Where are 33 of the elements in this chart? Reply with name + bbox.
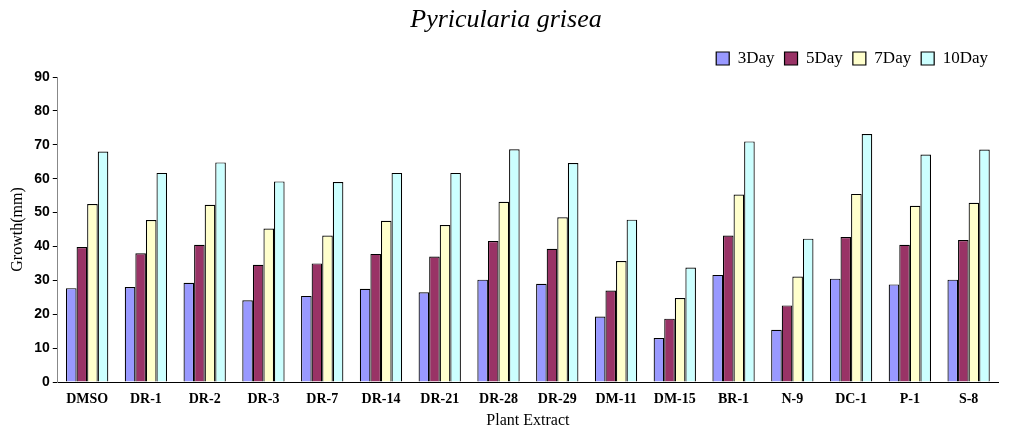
legend-label: 3Day	[737, 47, 776, 67]
x-tick-label: DR-3	[247, 391, 280, 407]
y-tick-label: 30	[34, 271, 50, 288]
x-tick-label: DR-7	[306, 391, 339, 407]
x-axis-title: Plant Extract	[486, 410, 570, 428]
x-tick-label: DR-2	[188, 391, 221, 407]
x-tick-label: DC-1	[835, 391, 868, 407]
y-tick-label: 80	[34, 101, 50, 118]
x-tick-label: BR-1	[718, 391, 750, 407]
x-tick-label: S-8	[958, 391, 979, 407]
y-tick-label: 20	[34, 305, 50, 322]
x-tick-label: P-1	[899, 391, 920, 407]
y-tick-label: 10	[34, 338, 50, 355]
x-tick-label: DR-28	[479, 391, 518, 407]
x-tick-label: DMSO	[66, 391, 109, 407]
y-tick-label: 50	[34, 203, 50, 220]
y-tick-label: 40	[34, 237, 50, 254]
y-tick-label: 0	[41, 372, 50, 389]
legend-label: 10Day	[942, 47, 989, 67]
y-tick-label: 60	[34, 169, 50, 186]
x-tick-label: DR-14	[361, 391, 401, 407]
chart-title: Pyricularia grisea	[409, 4, 603, 34]
x-tick-label: DM-11	[595, 391, 637, 407]
y-tick-label: 90	[34, 67, 50, 84]
x-tick-label: DM-15	[653, 391, 696, 407]
x-tick-label: DR-29	[537, 391, 577, 407]
x-tick-label: N-9	[781, 391, 804, 407]
y-tick-label: 70	[34, 135, 50, 152]
x-tick-label: DR-21	[420, 391, 460, 407]
y-axis-title: Growth(mm)	[7, 187, 26, 272]
legend-label: 7Day	[874, 47, 912, 67]
x-tick-label: DR-1	[129, 391, 162, 407]
legend-label: 5Day	[806, 47, 844, 67]
